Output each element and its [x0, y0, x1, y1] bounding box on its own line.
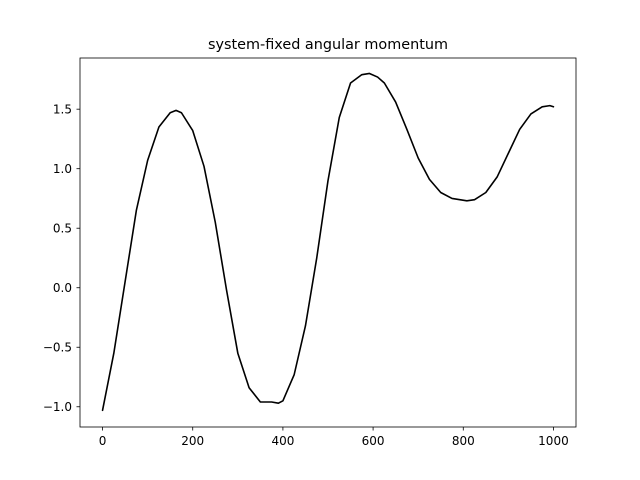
x-tick-label: 200 — [181, 434, 204, 448]
y-tick-label: 0.5 — [53, 222, 72, 236]
series-layer — [101, 72, 555, 412]
x-tick-label: 600 — [362, 434, 385, 448]
x-tick-label: 1000 — [538, 434, 569, 448]
y-tick-label: 0.0 — [53, 281, 72, 295]
chart-title: system-fixed angular momentum — [208, 37, 448, 53]
x-tick-label: 400 — [271, 434, 294, 448]
x-tick-label: 0 — [99, 434, 107, 448]
y-tick-label: −1.0 — [43, 400, 72, 414]
plot-frame — [79, 57, 577, 428]
y-tick-label: −0.5 — [43, 341, 72, 355]
y-tick-label: 1.0 — [53, 162, 72, 176]
y-tick-label: 1.5 — [53, 102, 72, 116]
y-axis: −1.0 −0.5 0.0 0.5 1.0 1.5 — [43, 102, 80, 414]
x-tick-label: 800 — [452, 434, 475, 448]
series-line-0 — [101, 72, 555, 412]
x-axis: 0 200 400 600 800 1000 — [99, 427, 569, 448]
